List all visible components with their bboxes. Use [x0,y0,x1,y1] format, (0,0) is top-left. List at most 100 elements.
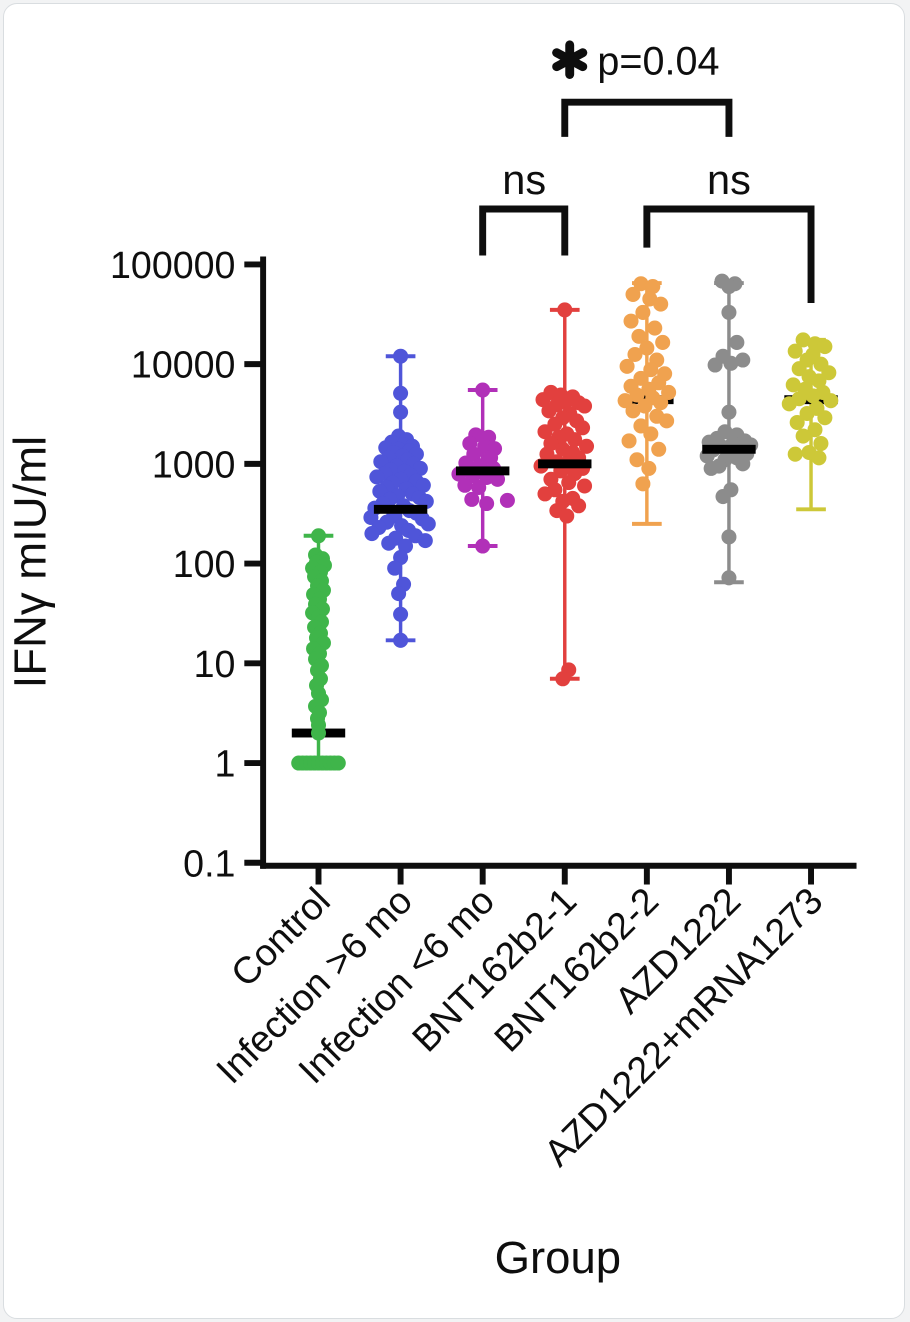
data-point [330,755,346,771]
data-point [623,313,639,329]
data-point [537,424,553,440]
median-bar [373,504,428,514]
data-point [625,403,641,419]
data-point [643,362,659,378]
data-point [310,528,327,544]
data-point [661,384,677,400]
data-point [653,395,669,411]
star-spoke [552,48,588,72]
y-tick-label: 100 [173,543,236,585]
data-point [811,450,827,466]
data-point [659,413,675,429]
y-tick-label: 0.1 [183,842,235,884]
data-point [364,526,380,542]
data-point [729,334,745,350]
data-point [651,441,667,457]
group-bnt162b2-1 [533,302,595,687]
data-point [805,388,821,404]
y-tick-label: 10000 [131,344,236,386]
median-bar [455,466,510,476]
group-azd1222-mrna1273 [781,332,839,512]
y-tick-label: 10 [194,643,236,685]
data-point [633,276,649,292]
median-bar [702,444,756,454]
data-point [639,340,655,356]
data-point [557,302,573,318]
data-point [721,570,737,586]
data-point [475,382,491,398]
data-point [723,355,739,371]
data-point [457,477,473,493]
data-point [785,377,801,393]
data-point [795,428,811,444]
data-point [535,392,551,408]
data-point [655,334,671,350]
data-point [787,343,803,359]
data-point [475,538,491,554]
figure-card: 0.1 1 10 100 1000 10000 100000 Control Infection… [3,3,905,1319]
data-point [393,606,409,622]
group-infection-6-mo [363,348,436,648]
data-point [821,365,837,381]
data-point [637,398,653,414]
data-point [559,508,575,524]
data-point [575,420,591,436]
significance-bracket [479,205,569,256]
data-point [471,479,487,495]
data-point [789,414,805,430]
data-point [561,474,577,491]
significance-bracket [561,98,733,137]
median-bar [538,459,592,469]
data-point [479,496,495,512]
data-point [420,516,436,532]
data-point [499,492,515,508]
data-point [813,435,829,452]
data-point [635,304,651,320]
data-point [721,304,737,320]
data-point [811,373,827,389]
data-point [398,538,414,554]
data-point [369,469,385,485]
data-point [807,422,823,438]
y-tick-label: 100000 [110,244,235,286]
p-value-label: p=0.04 [597,40,719,84]
data-point [629,387,645,403]
significance-star [552,40,588,79]
ns-label: ns [502,156,546,203]
dot-plot-chart: 0.1110100100010000100000ControlInfection… [5,40,857,1283]
data-point [537,486,553,502]
data-point [627,346,643,362]
data-point [555,671,571,687]
data-point [653,296,669,312]
data-point [310,725,327,741]
data-point [393,404,409,420]
data-point [381,535,397,551]
data-point [787,446,803,462]
data-point [393,385,409,401]
ns-label: ns [707,156,751,203]
data-point [715,489,731,505]
data-point [703,460,719,476]
data-point [631,328,647,344]
data-point [464,491,480,507]
data-point [391,586,407,602]
data-point [645,279,661,295]
data-point [621,433,637,449]
data-point [799,405,815,421]
data-point [625,286,641,302]
data-point [490,471,506,487]
data-point [571,498,587,514]
data-point [643,426,659,442]
group-infection-6-mo [451,382,515,554]
data-point [629,452,645,468]
data-point [393,348,409,364]
data-point [647,320,663,336]
data-point [387,560,403,576]
data-point [617,393,633,409]
data-point [735,352,751,368]
data-point [417,533,433,549]
data-point [541,403,557,419]
data-point [721,279,737,295]
group-bnt162b2-2 [617,276,677,526]
data-point [415,477,431,493]
